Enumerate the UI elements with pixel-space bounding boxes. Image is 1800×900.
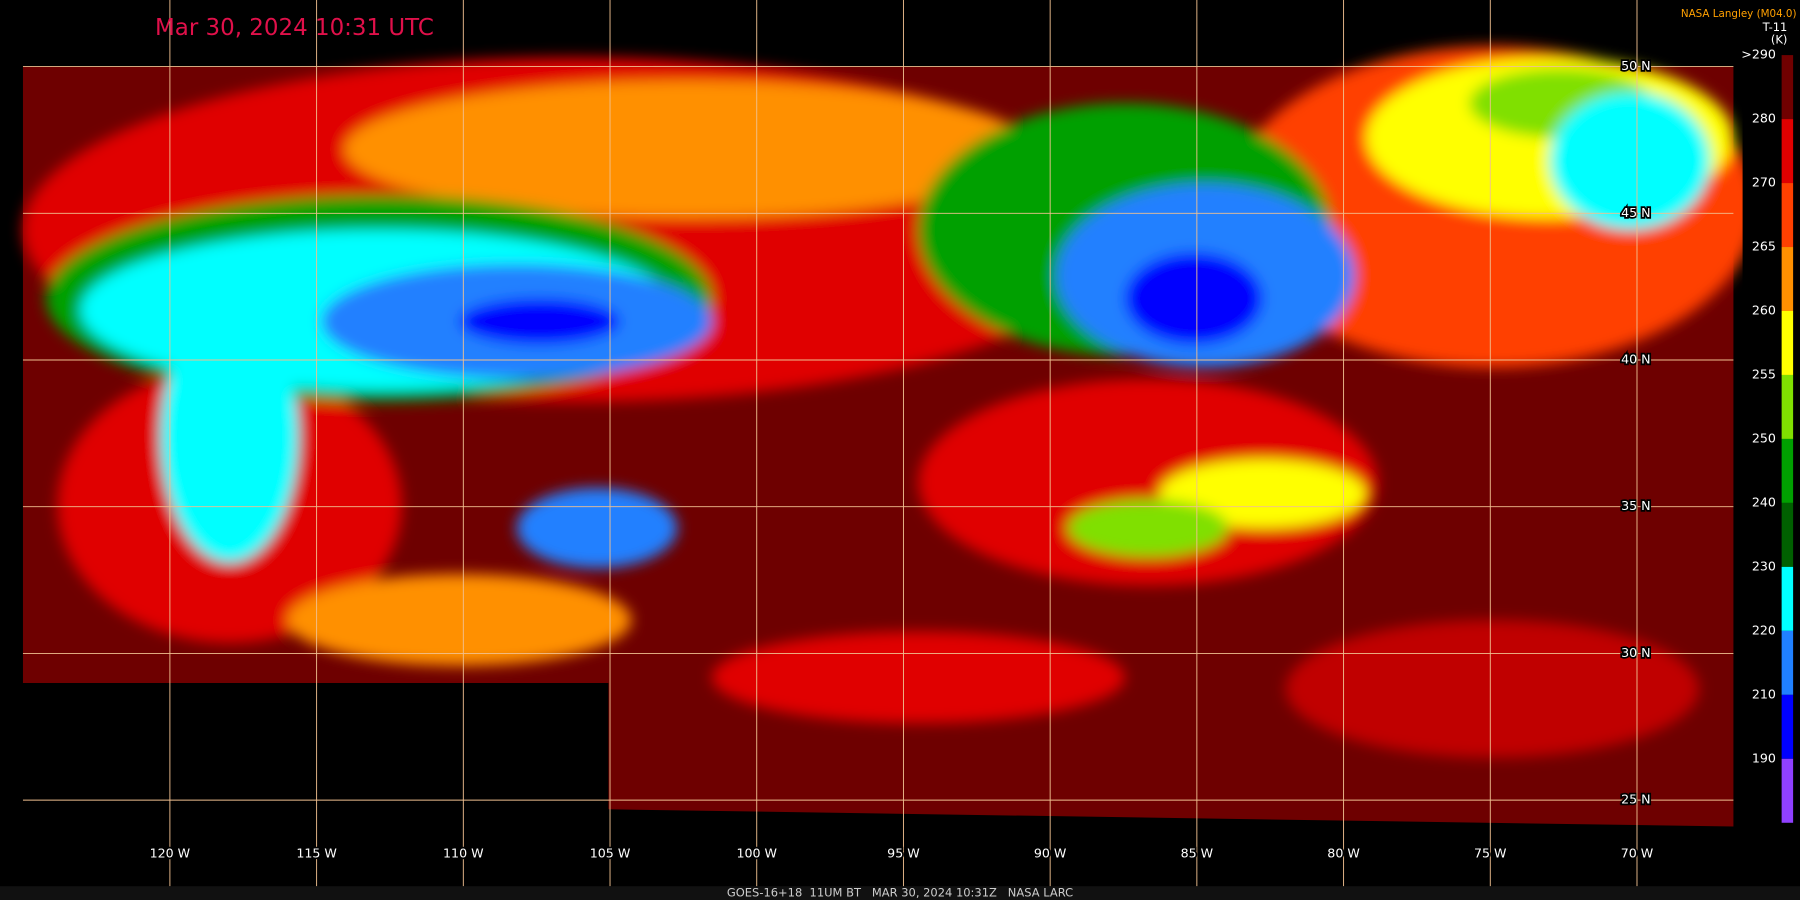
colorbar-tick-label: 280 bbox=[1752, 111, 1776, 126]
latitude-label: 45 N bbox=[1621, 205, 1651, 220]
latitude-label: 50 N bbox=[1621, 58, 1651, 73]
longitude-label: 90 W bbox=[1034, 846, 1067, 861]
colorbar-tick-label: 270 bbox=[1752, 175, 1776, 190]
longitude-label: 100 W bbox=[736, 846, 777, 861]
colorbar-segment bbox=[1781, 566, 1794, 631]
colorbar-tick-label: 190 bbox=[1752, 750, 1776, 765]
latitude-label: 30 N bbox=[1621, 645, 1651, 660]
longitude-label: 105 W bbox=[590, 846, 631, 861]
colorbar-segment bbox=[1781, 119, 1794, 184]
colorbar-segment bbox=[1781, 183, 1794, 248]
colorbar-tick-label: 220 bbox=[1752, 622, 1776, 637]
imagery bbox=[22, 45, 1757, 827]
colorbar-unit: (K) bbox=[1771, 33, 1787, 47]
colorbar-tick-label: 255 bbox=[1752, 366, 1776, 381]
graticule: 50 N 45 N 40 N 35 N 30 N 25 N 120 W 115 W 110 W 1… bbox=[22, 0, 1734, 887]
longitude-label: 80 W bbox=[1327, 846, 1360, 861]
latitude-label: 40 N bbox=[1621, 352, 1651, 367]
colorbar-tick-label: 240 bbox=[1752, 494, 1776, 509]
longitude-label: 75 W bbox=[1474, 846, 1507, 861]
colorbar-tick-label: >290 bbox=[1741, 47, 1776, 62]
longitude-label: 95 W bbox=[887, 846, 920, 861]
colorbar-segment bbox=[1781, 374, 1794, 439]
colorbar-tick-label: 260 bbox=[1752, 302, 1776, 317]
footer-bar bbox=[0, 886, 1800, 900]
colorbar-segment bbox=[1781, 502, 1794, 567]
credit: NASA Langley (M04.0) bbox=[1681, 8, 1797, 20]
colorbar-segment bbox=[1781, 438, 1794, 503]
title: Mar 30, 2024 10:31 UTC bbox=[155, 15, 434, 41]
colorbar-segment bbox=[1781, 55, 1794, 120]
colorbar-segment bbox=[1781, 310, 1794, 375]
colorbar-tick-label: 265 bbox=[1752, 239, 1776, 254]
colorbar-segment bbox=[1781, 630, 1794, 695]
longitude-label: 110 W bbox=[443, 846, 484, 861]
colorbar-segment bbox=[1781, 758, 1794, 823]
longitude-label: 120 W bbox=[150, 846, 191, 861]
footer-caption: GOES-16+18 11UM BT MAR 30, 2024 10:31Z N… bbox=[727, 886, 1073, 900]
longitude-label: 85 W bbox=[1181, 846, 1214, 861]
colorbar: >290 280 270 265 260 255 250 240 230 220 210 190 bbox=[1741, 47, 1794, 823]
colorbar-tick-label: 230 bbox=[1752, 558, 1776, 573]
colorbar-segment bbox=[1781, 247, 1794, 311]
latitude-label: 35 N bbox=[1621, 498, 1651, 513]
longitude-label: 70 W bbox=[1621, 846, 1654, 861]
colorbar-band: T-11 bbox=[1762, 20, 1788, 34]
colorbar-tick-label: 250 bbox=[1752, 430, 1776, 445]
colorbar-segment bbox=[1781, 694, 1794, 759]
latitude-label: 25 N bbox=[1621, 792, 1651, 807]
colorbar-tick-label: 210 bbox=[1752, 686, 1776, 701]
longitude-label: 115 W bbox=[296, 846, 337, 861]
